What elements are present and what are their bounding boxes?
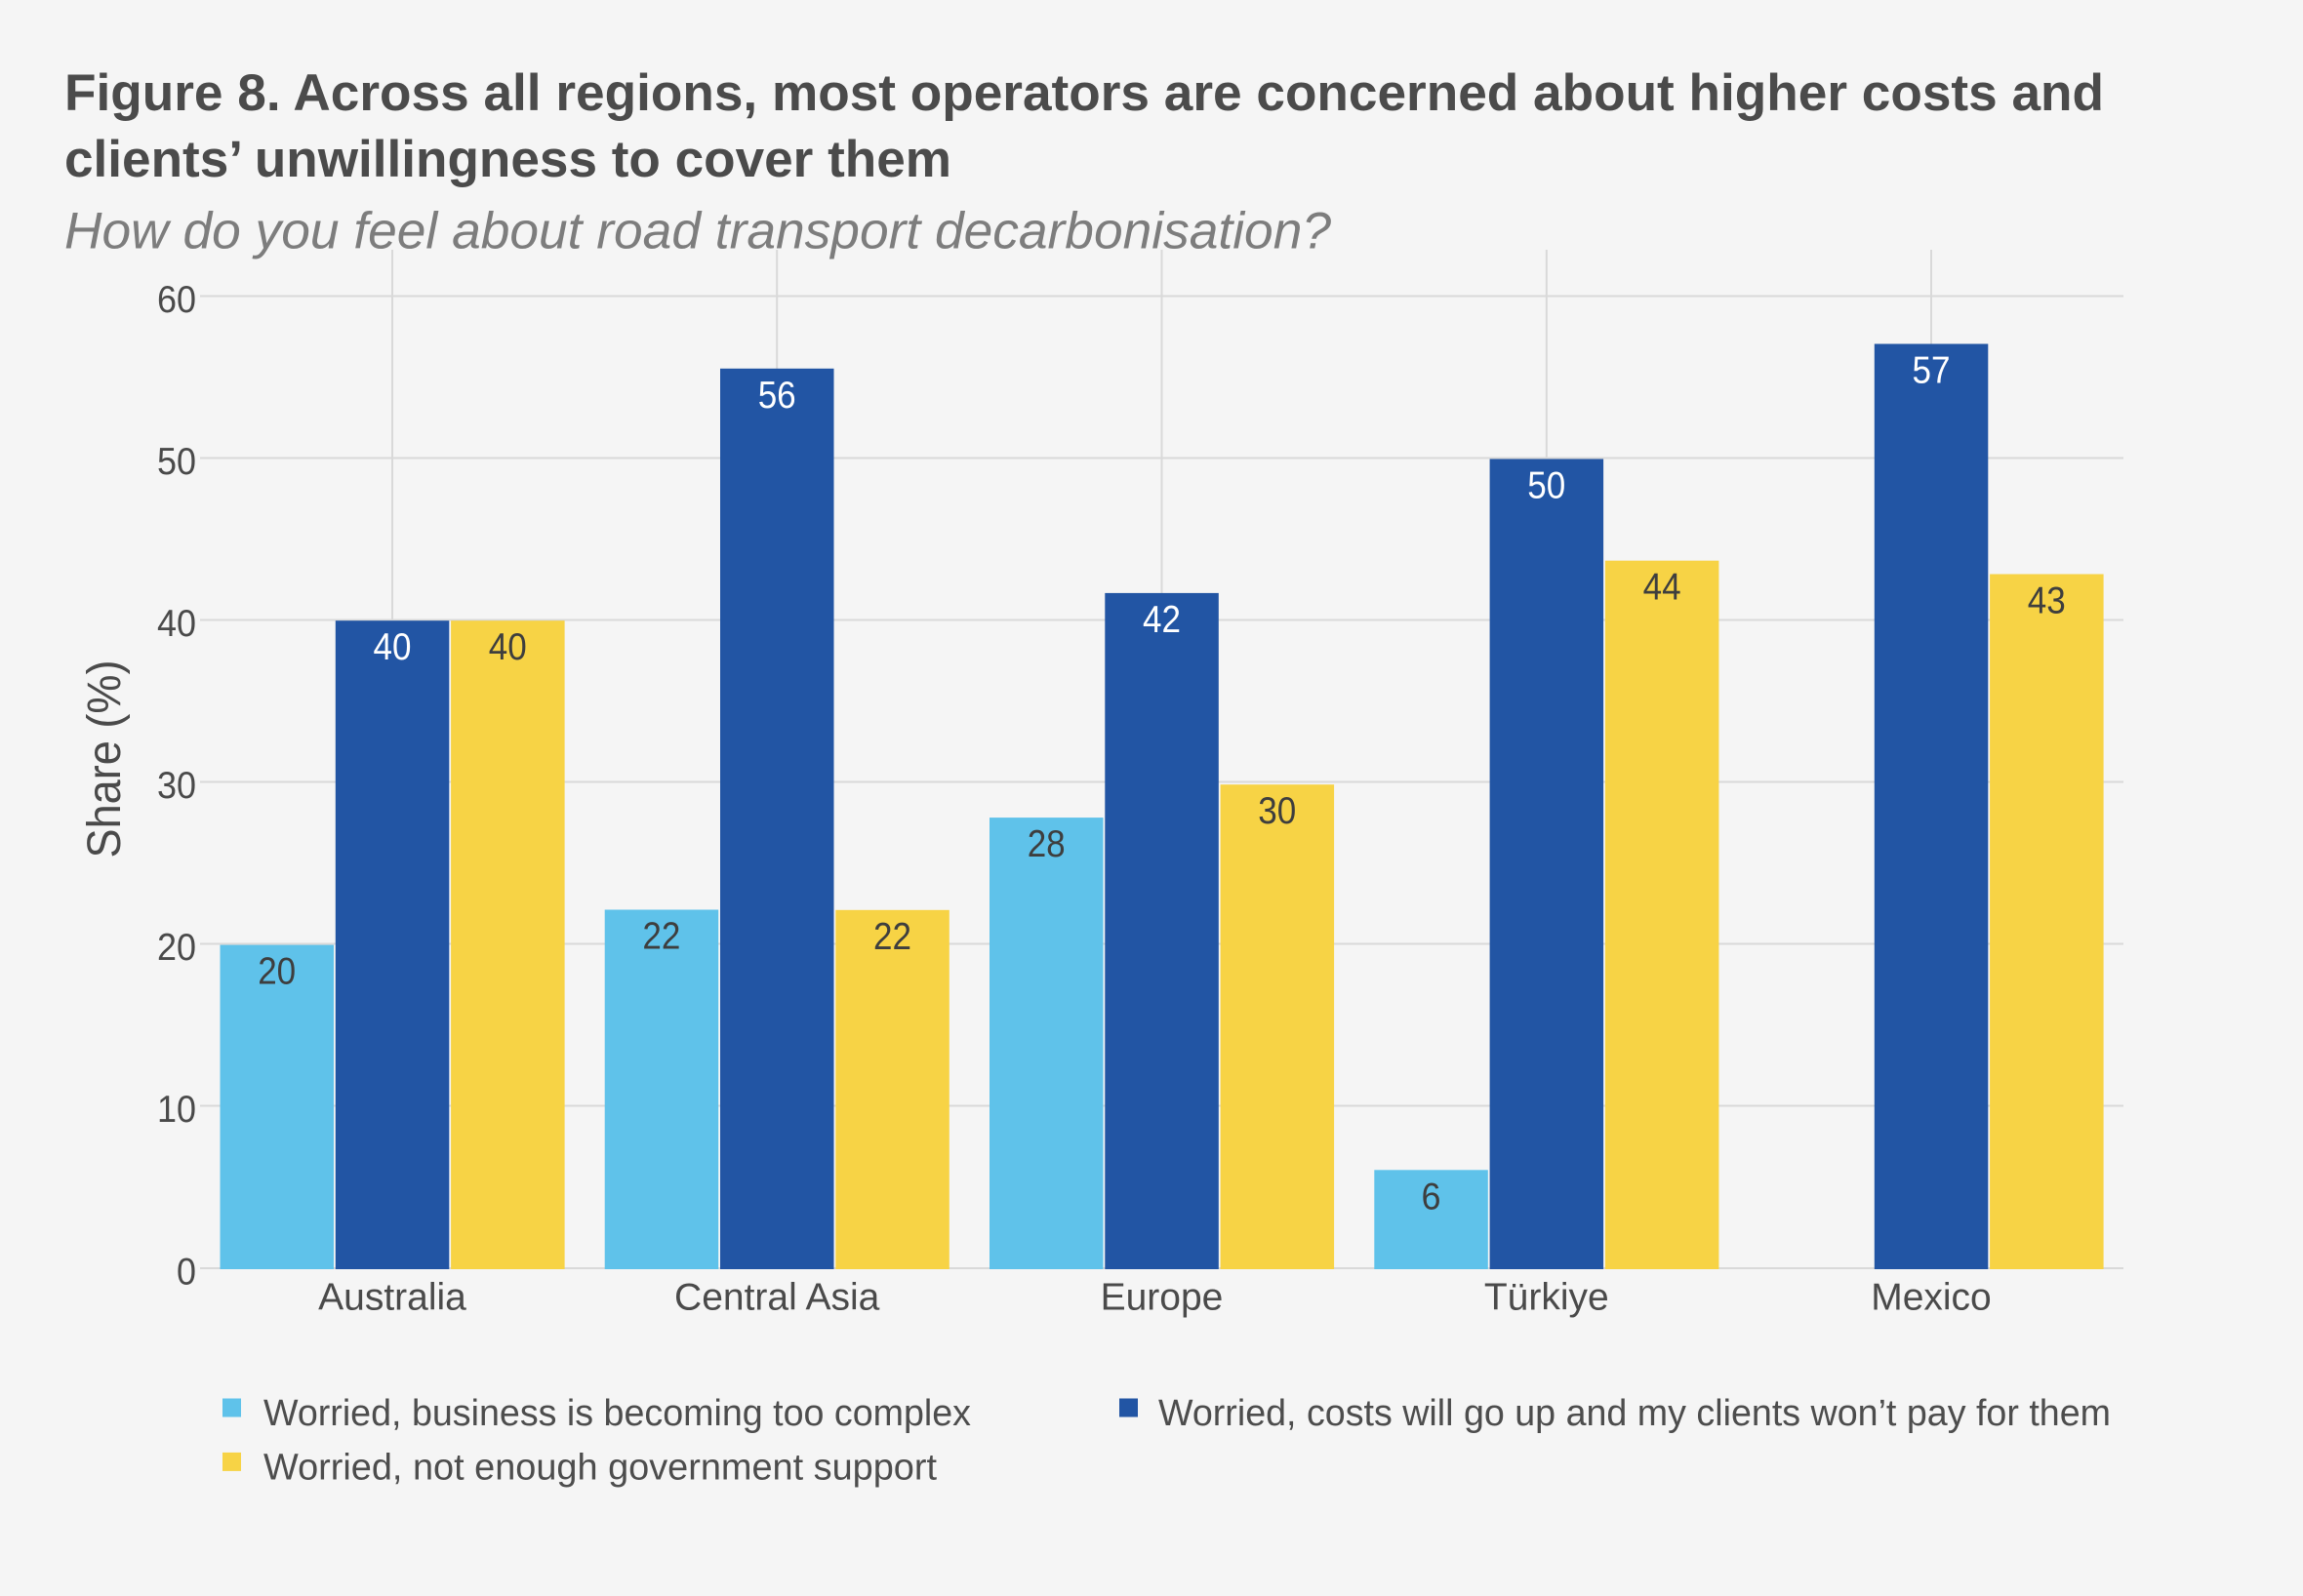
svg-text:Mexico: Mexico [1871,1277,1992,1319]
svg-text:50: 50 [157,441,196,483]
svg-text:Central Asia: Central Asia [674,1277,880,1319]
svg-text:6: 6 [1422,1176,1441,1217]
svg-text:Share (%): Share (%) [78,660,131,858]
svg-text:Worried, costs will go up and: Worried, costs will go up and my clients… [1158,1393,2111,1434]
svg-text:43: 43 [2028,580,2066,622]
svg-text:56: 56 [758,375,796,417]
svg-text:Worried, business is becoming: Worried, business is becoming too comple… [263,1393,971,1434]
svg-text:22: 22 [642,916,680,958]
svg-text:40: 40 [489,626,527,668]
svg-text:How do you feel about road tra: How do you feel about road transport dec… [64,203,1332,260]
svg-text:42: 42 [1143,599,1181,641]
svg-text:20: 20 [258,951,296,993]
svg-text:44: 44 [1643,567,1681,609]
svg-text:Türkiye: Türkiye [1484,1277,1609,1319]
svg-text:30: 30 [157,765,196,807]
svg-text:28: 28 [1028,823,1066,865]
svg-text:57: 57 [1913,350,1951,392]
svg-text:10: 10 [157,1089,196,1131]
svg-text:Worried, not enough government: Worried, not enough government support [263,1448,937,1489]
svg-text:22: 22 [873,916,911,958]
svg-text:50: 50 [1527,465,1565,507]
svg-text:Europe: Europe [1101,1277,1224,1319]
svg-text:Australia: Australia [318,1277,466,1319]
svg-text:Figure 8. Across all regions,: Figure 8. Across all regions, most opera… [64,64,2104,122]
svg-text:30: 30 [1258,790,1296,832]
svg-text:40: 40 [374,626,412,668]
svg-text:clients’ unwillingness to cove: clients’ unwillingness to cover them [64,131,951,188]
svg-text:0: 0 [177,1252,196,1294]
svg-text:20: 20 [157,927,196,969]
svg-text:60: 60 [157,279,196,321]
svg-text:40: 40 [157,603,196,645]
